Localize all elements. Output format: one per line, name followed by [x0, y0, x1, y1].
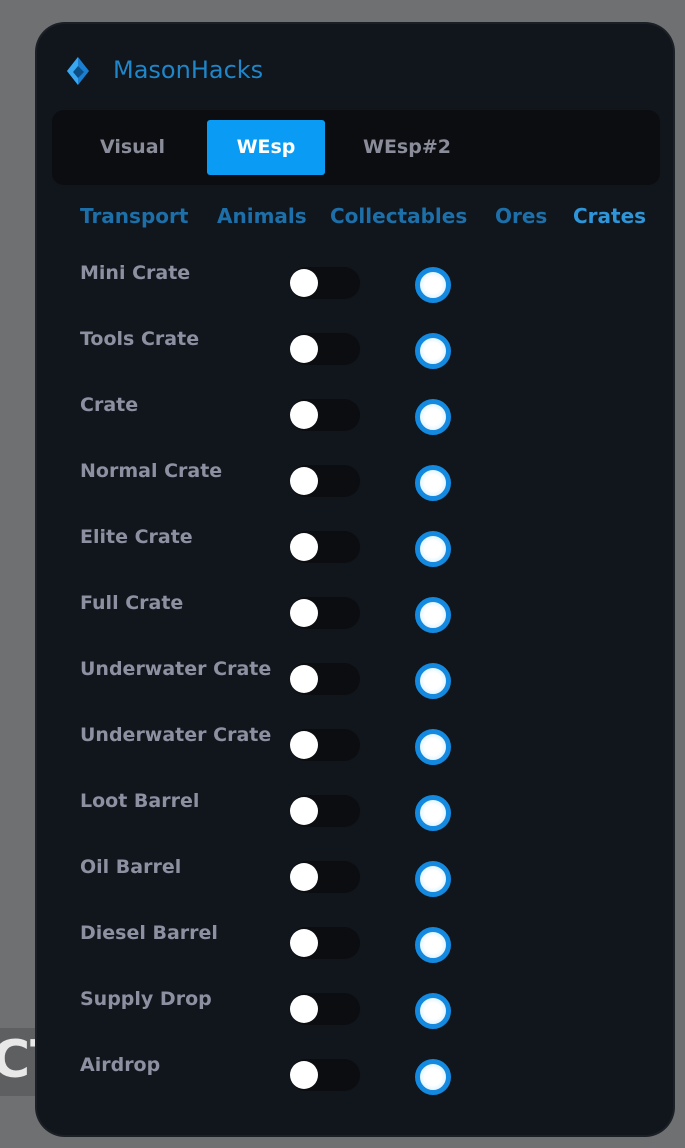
enable-toggle[interactable]	[290, 597, 360, 629]
toggle-knob	[290, 665, 318, 693]
list-item: Full Crate	[37, 592, 673, 652]
toggle-knob	[290, 401, 318, 429]
color-radio[interactable]	[415, 597, 451, 633]
enable-toggle[interactable]	[290, 333, 360, 365]
color-radio[interactable]	[415, 993, 451, 1029]
enable-toggle[interactable]	[290, 927, 360, 959]
item-label: Underwater Crate	[80, 724, 272, 746]
item-label: Normal Crate	[80, 460, 223, 482]
color-radio[interactable]	[415, 861, 451, 897]
color-radio[interactable]	[415, 267, 451, 303]
enable-toggle[interactable]	[290, 531, 360, 563]
subtab-transport[interactable]: Transport	[80, 204, 189, 228]
list-item: Airdrop	[37, 1054, 673, 1114]
list-item: Loot Barrel	[37, 790, 673, 850]
toggle-knob	[290, 533, 318, 561]
list-item: Elite Crate	[37, 526, 673, 586]
enable-toggle[interactable]	[290, 795, 360, 827]
toggle-knob	[290, 929, 318, 957]
item-label: Underwater Crate	[80, 658, 272, 680]
color-radio[interactable]	[415, 333, 451, 369]
diamond-gem-icon	[67, 57, 89, 85]
list-item: Tools Crate	[37, 328, 673, 388]
item-label: Oil Barrel	[80, 856, 182, 878]
toggle-knob	[290, 269, 318, 297]
toggle-knob	[290, 467, 318, 495]
color-radio[interactable]	[415, 399, 451, 435]
subtab-crates[interactable]: Crates	[573, 204, 647, 228]
enable-toggle[interactable]	[290, 267, 360, 299]
color-radio[interactable]	[415, 465, 451, 501]
menu-panel: MasonHacks Visual WEsp WEsp#2 Transport …	[37, 24, 673, 1135]
item-label: Loot Barrel	[80, 790, 200, 812]
tab-visual[interactable]: Visual	[99, 136, 166, 158]
app-title: MasonHacks	[113, 56, 264, 84]
subtab-animals[interactable]: Animals	[217, 204, 307, 228]
color-radio[interactable]	[415, 531, 451, 567]
list-item: Underwater Crate	[37, 724, 673, 784]
color-radio[interactable]	[415, 729, 451, 765]
item-label: Mini Crate	[80, 262, 191, 284]
subtab-ores[interactable]: Ores	[495, 204, 548, 228]
item-label: Crate	[80, 394, 139, 416]
enable-toggle[interactable]	[290, 1059, 360, 1091]
list-item: Crate	[37, 394, 673, 454]
list-item: Diesel Barrel	[37, 922, 673, 982]
enable-toggle[interactable]	[290, 861, 360, 893]
list-item: Normal Crate	[37, 460, 673, 520]
item-label: Full Crate	[80, 592, 184, 614]
list-item: Underwater Crate	[37, 658, 673, 718]
tab-wesp[interactable]: WEsp	[207, 120, 325, 175]
toggle-knob	[290, 863, 318, 891]
toggle-knob	[290, 995, 318, 1023]
color-radio[interactable]	[415, 1059, 451, 1095]
toggle-knob	[290, 797, 318, 825]
list-item: Oil Barrel	[37, 856, 673, 916]
enable-toggle[interactable]	[290, 993, 360, 1025]
item-label: Supply Drop	[80, 988, 212, 1010]
toggle-knob	[290, 335, 318, 363]
list-item: Supply Drop	[37, 988, 673, 1048]
enable-toggle[interactable]	[290, 663, 360, 695]
item-label: Diesel Barrel	[80, 922, 218, 944]
item-label: Tools Crate	[80, 328, 200, 350]
subtab-collectables[interactable]: Collectables	[330, 204, 468, 228]
list-item: Mini Crate	[37, 262, 673, 322]
enable-toggle[interactable]	[290, 465, 360, 497]
toggle-knob	[290, 731, 318, 759]
color-radio[interactable]	[415, 927, 451, 963]
enable-toggle[interactable]	[290, 729, 360, 761]
tab-bar: Visual WEsp WEsp#2	[52, 110, 660, 185]
enable-toggle[interactable]	[290, 399, 360, 431]
item-label: Airdrop	[80, 1054, 161, 1076]
toggle-knob	[290, 599, 318, 627]
tab-wesp2[interactable]: WEsp#2	[363, 136, 451, 158]
toggle-knob	[290, 1061, 318, 1089]
item-label: Elite Crate	[80, 526, 193, 548]
color-radio[interactable]	[415, 795, 451, 831]
color-radio[interactable]	[415, 663, 451, 699]
